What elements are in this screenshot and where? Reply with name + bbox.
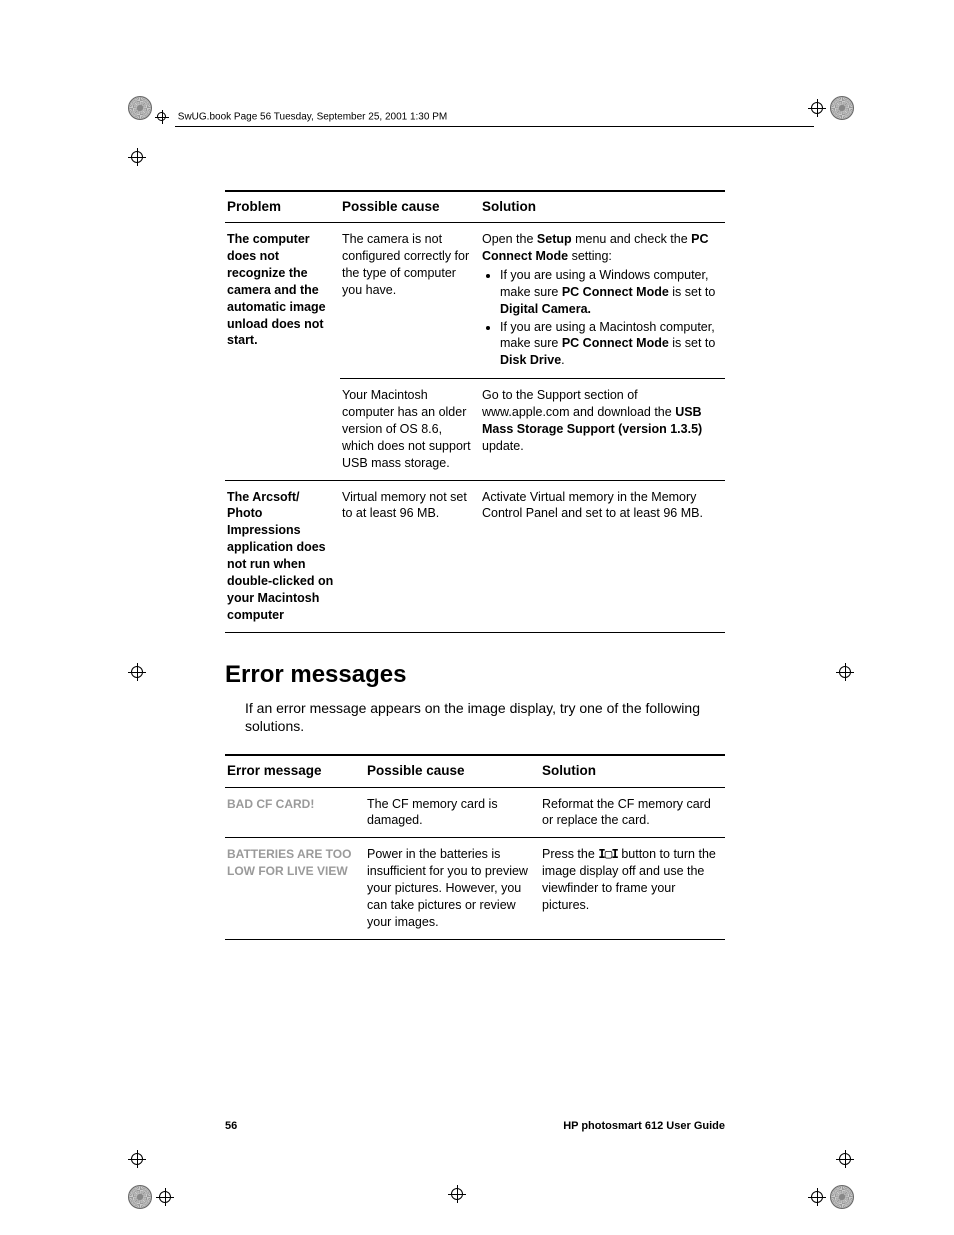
cell-problem: The computer does not recognize the came… [225,223,340,480]
crop-mark-bm [448,1185,466,1203]
crop-mark-br2 [836,1150,854,1168]
table-row: The Arcsoft/ Photo Impressions applicati… [225,480,725,632]
th-solution: Solution [480,191,725,223]
cell-solution: Go to the Support section of www.apple.c… [480,379,725,480]
header-meta: SwUG.book Page 56 Tuesday, September 25,… [175,110,814,127]
cell-solution: Reformat the CF memory card or replace t… [540,787,725,838]
header-text: SwUG.book Page 56 Tuesday, September 25,… [178,112,447,123]
crop-mark-tr [808,96,854,120]
cell-error: BATTERIES ARE TOO LOW FOR LIVE VIEW [225,838,365,939]
cell-solution: Activate Virtual memory in the Memory Co… [480,480,725,632]
crop-mark-tl2 [128,148,146,166]
crop-mark-br [808,1185,854,1209]
page-number: 56 [225,1120,237,1132]
page-footer: 56 HP photosmart 612 User Guide [225,1120,725,1132]
crop-mark-ml [128,663,146,681]
th-cause: Possible cause [340,191,480,223]
crop-mark-tl [128,96,152,120]
section-intro: If an error message appears on the image… [245,699,725,737]
crop-mark-bl2 [128,1150,146,1168]
cell-cause: Your Macintosh computer has an older ver… [340,379,480,480]
table-row: BATTERIES ARE TOO LOW FOR LIVE VIEW Powe… [225,838,725,939]
crop-mark-mr [836,663,854,681]
cell-error: BAD CF CARD! [225,787,365,838]
page-content: Problem Possible cause Solution The comp… [225,190,725,940]
cell-cause: The camera is not configured correctly f… [340,223,480,379]
th-error: Error message [225,755,365,787]
th-problem: Problem [225,191,340,223]
table-row: The computer does not recognize the came… [225,223,725,379]
display-button-icon: I▢I [598,846,618,861]
th-solution: Solution [540,755,725,787]
footer-title: HP photosmart 612 User Guide [563,1120,725,1132]
section-heading: Error messages [225,661,725,689]
table-row: BAD CF CARD! The CF memory card is damag… [225,787,725,838]
troubleshooting-table: Problem Possible cause Solution The comp… [225,190,725,633]
th-cause: Possible cause [365,755,540,787]
cell-cause: Virtual memory not set to at least 96 MB… [340,480,480,632]
cell-solution: Open the Setup menu and check the PC Con… [480,223,725,379]
cell-cause: Power in the batteries is insufficient f… [365,838,540,939]
error-messages-table: Error message Possible cause Solution BA… [225,754,725,939]
cell-solution: Press the I▢I button to turn the image d… [540,838,725,939]
crop-mark-bl [128,1185,174,1209]
cell-cause: The CF memory card is damaged. [365,787,540,838]
cell-problem: The Arcsoft/ Photo Impressions applicati… [225,480,340,632]
